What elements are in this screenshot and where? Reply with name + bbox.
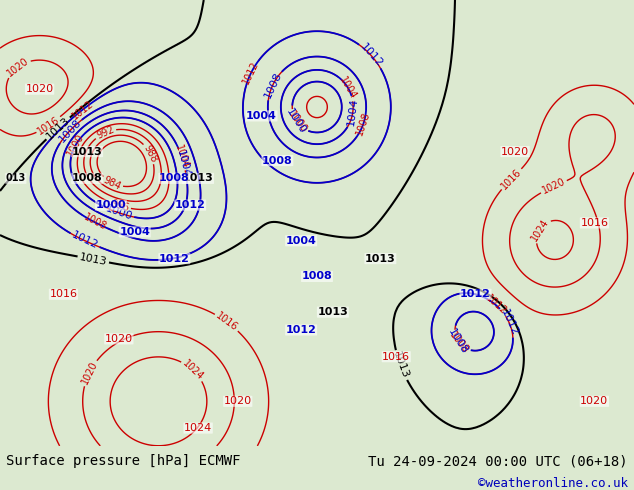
Text: 1000: 1000 xyxy=(65,131,86,158)
Text: 1008: 1008 xyxy=(262,70,283,100)
Text: 1016: 1016 xyxy=(499,167,524,191)
Text: 1020: 1020 xyxy=(224,396,252,406)
Text: 992: 992 xyxy=(95,124,116,141)
Text: Tu 24-09-2024 00:00 UTC (06+18): Tu 24-09-2024 00:00 UTC (06+18) xyxy=(368,454,628,468)
Text: 1013: 1013 xyxy=(72,147,103,157)
Text: 1013: 1013 xyxy=(365,254,396,264)
Text: 1008: 1008 xyxy=(262,155,293,166)
Text: ©weatheronline.co.uk: ©weatheronline.co.uk xyxy=(477,477,628,490)
Text: 1016: 1016 xyxy=(36,114,61,136)
Text: 984: 984 xyxy=(102,174,123,192)
Text: 1013: 1013 xyxy=(79,252,108,267)
Text: 1012: 1012 xyxy=(358,42,384,69)
Text: 1024: 1024 xyxy=(184,423,212,433)
Text: Surface pressure [hPa] ECMWF: Surface pressure [hPa] ECMWF xyxy=(6,454,241,468)
Text: 1024: 1024 xyxy=(181,358,205,382)
Text: 1024: 1024 xyxy=(529,217,550,243)
Text: 1004: 1004 xyxy=(286,236,316,246)
Text: 013: 013 xyxy=(6,173,26,183)
Text: 1008: 1008 xyxy=(354,111,372,137)
Text: 1012: 1012 xyxy=(70,230,100,251)
Text: 1012: 1012 xyxy=(241,60,261,86)
Text: 988: 988 xyxy=(141,143,158,164)
Text: 1000: 1000 xyxy=(104,203,134,222)
Text: 1016: 1016 xyxy=(580,218,609,228)
Text: 996: 996 xyxy=(110,198,131,213)
Text: 1020: 1020 xyxy=(580,396,609,406)
Text: 1016: 1016 xyxy=(382,352,410,362)
Text: 1004: 1004 xyxy=(246,111,277,121)
Text: 1008: 1008 xyxy=(448,330,471,356)
Text: 1012: 1012 xyxy=(498,307,519,337)
Text: 1008: 1008 xyxy=(82,212,108,232)
Text: 1016: 1016 xyxy=(214,311,240,333)
Text: 1020: 1020 xyxy=(79,360,100,386)
Polygon shape xyxy=(0,0,634,446)
Text: 1020: 1020 xyxy=(501,147,529,157)
Text: 1012: 1012 xyxy=(70,98,96,121)
Text: 1012: 1012 xyxy=(175,200,205,210)
Text: 1000: 1000 xyxy=(286,109,309,135)
Text: 1004: 1004 xyxy=(173,144,190,170)
Text: 1020: 1020 xyxy=(540,176,567,196)
Text: 1008: 1008 xyxy=(446,326,470,356)
Text: 1004: 1004 xyxy=(346,97,359,126)
Text: 1013: 1013 xyxy=(391,350,410,380)
Text: 1012: 1012 xyxy=(484,294,508,317)
Text: 1008: 1008 xyxy=(159,173,190,183)
Text: 1013: 1013 xyxy=(44,115,72,142)
Text: 1004: 1004 xyxy=(176,149,192,179)
Text: 1012: 1012 xyxy=(286,325,316,335)
Text: 1016: 1016 xyxy=(49,289,77,299)
Text: 1004: 1004 xyxy=(337,75,358,101)
Text: 1008: 1008 xyxy=(302,271,332,281)
Text: 1008: 1008 xyxy=(56,117,83,145)
Text: 1020: 1020 xyxy=(5,56,30,78)
Text: 1020: 1020 xyxy=(25,84,54,94)
Text: 1000: 1000 xyxy=(96,200,126,210)
Text: 1012: 1012 xyxy=(159,254,190,264)
Text: 1004: 1004 xyxy=(119,227,150,237)
Text: 1000: 1000 xyxy=(285,106,308,135)
Text: 1020: 1020 xyxy=(105,334,133,344)
Text: 1008: 1008 xyxy=(72,173,103,183)
Text: 1013: 1013 xyxy=(183,173,214,183)
Text: 1013: 1013 xyxy=(318,307,348,317)
Text: 1012: 1012 xyxy=(460,289,491,299)
